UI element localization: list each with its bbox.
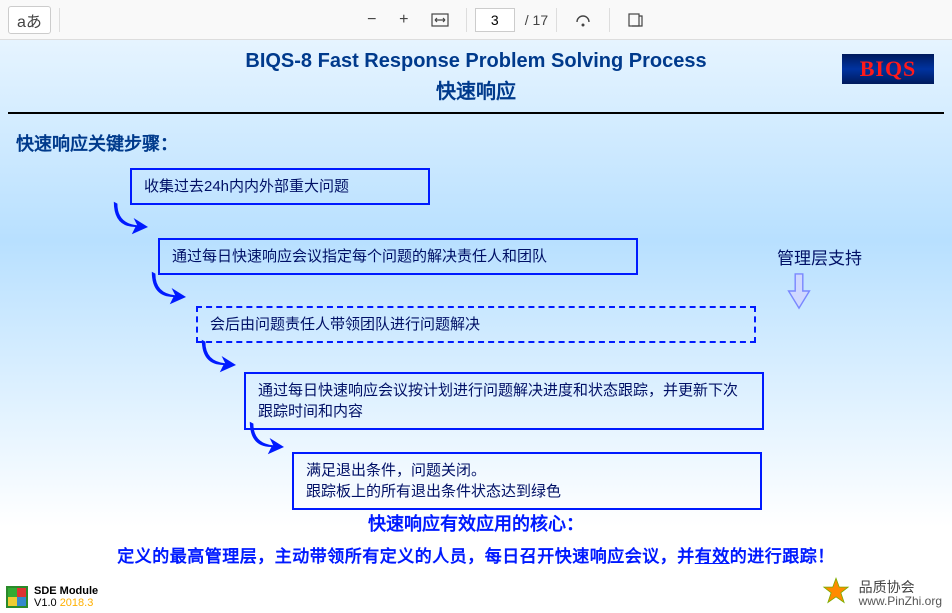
step5-line1: 满足退出条件，问题关闭。 <box>306 460 748 481</box>
toolbar-separator <box>609 8 610 32</box>
fit-width-button[interactable] <box>422 6 458 34</box>
toolbar-separator <box>59 8 60 32</box>
core-text: 定义的最高管理层，主动带领所有定义的人员，每日召开快速响应会议，并有效的进行跟踪… <box>0 542 952 567</box>
sde-logo-icon <box>6 586 28 608</box>
toolbar-separator <box>556 8 557 32</box>
core-text-pre: 定义的最高管理层，主动带领所有定义的人员，每日召开快速响应会议，并 <box>117 547 695 566</box>
core-title: 快速响应有效应用的核心： <box>0 510 952 536</box>
footer-module-text: SDE Module V1.0 2018.3 <box>34 585 98 609</box>
zoom-out-button[interactable]: − <box>358 6 386 34</box>
fit-width-icon <box>431 13 449 27</box>
page-number-input[interactable] <box>475 8 515 32</box>
step4-box: 通过每日快速响应会议按计划进行问题解决进度和状态跟踪，并更新下次跟踪时间和内容 <box>244 372 764 430</box>
section-label: 快速响应关键步骤： <box>16 130 178 156</box>
footer-right: 品质协会 www.PinZhi.org <box>819 575 942 609</box>
toolbar-separator <box>466 8 467 32</box>
footer-version-prefix: V1.0 <box>34 597 60 609</box>
flow-arrow-icon <box>112 200 148 236</box>
slide-page: BIQS-8 Fast Response Problem Solving Pro… <box>0 40 952 613</box>
read-aloud-button[interactable] <box>565 6 601 34</box>
read-aloud-icon <box>574 12 592 28</box>
step1-box: 收集过去24h内内外部重大问题 <box>130 168 430 205</box>
pinzhi-logo-icon <box>819 575 853 609</box>
footer-version-date: 2018.3 <box>60 597 94 609</box>
flow-arrow-icon <box>248 420 284 456</box>
core-text-post: 的进行跟踪！ <box>730 547 835 566</box>
footer-version: V1.0 2018.3 <box>34 597 98 609</box>
zoom-in-button[interactable]: + <box>390 6 418 34</box>
page-view-button[interactable] <box>618 6 654 34</box>
pdf-toolbar: aあ − + / 17 <box>0 0 952 40</box>
footer-left: SDE Module V1.0 2018.3 <box>6 585 98 609</box>
flow-arrow-icon <box>200 338 236 374</box>
step3-box: 会后由问题责任人带领团队进行问题解决 <box>196 306 756 343</box>
pinzhi-cn: 品质协会 <box>859 579 942 595</box>
footer-module-name: SDE Module <box>34 585 98 597</box>
page-view-icon <box>627 12 645 28</box>
step5-box: 满足退出条件，问题关闭。 跟踪板上的所有退出条件状态达到绿色 <box>292 452 762 510</box>
management-arrow-icon <box>786 272 812 310</box>
step2-box: 通过每日快速响应会议指定每个问题的解决责任人和团队 <box>158 238 638 275</box>
core-text-underline: 有效 <box>695 547 730 566</box>
pinzhi-url: www.PinZhi.org <box>859 595 942 609</box>
pinzhi-text: 品质协会 www.PinZhi.org <box>859 579 942 609</box>
slide-content: 快速响应关键步骤： 收集过去24h内内外部重大问题 通过每日快速响应会议指定每个… <box>0 40 952 613</box>
step5-line2: 跟踪板上的所有退出条件状态达到绿色 <box>306 481 748 502</box>
flow-arrow-icon <box>150 270 186 306</box>
language-button[interactable]: aあ <box>8 6 51 34</box>
management-support-label: 管理层支持 <box>777 244 862 269</box>
page-total-label: / 17 <box>525 12 548 28</box>
